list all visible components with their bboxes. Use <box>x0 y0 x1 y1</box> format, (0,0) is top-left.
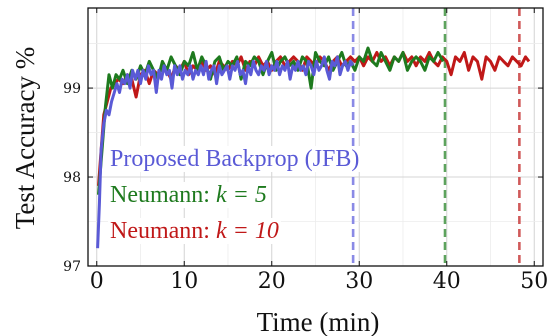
legend-entry: Neumann: k = 5 <box>110 182 267 208</box>
legend-entry: Neumann: k = 10 <box>110 218 279 244</box>
plot-frame <box>87 7 544 267</box>
legend-entry-bg <box>108 146 362 172</box>
series-line <box>96 55 354 249</box>
axis-ticks: 0 10 20 30 40 50 97 98 99 <box>63 8 548 294</box>
x-tick-label: 0 <box>90 269 104 294</box>
y-tick-label: 99 <box>63 81 81 97</box>
x-axis-title: Time (min) <box>257 307 380 336</box>
series-lines <box>96 46 531 249</box>
y-axis-title: Test Accuracy % <box>10 47 40 230</box>
x-tick-label: 40 <box>433 269 461 294</box>
x-tick-label: 10 <box>170 269 198 294</box>
y-tick-label: 97 <box>63 259 81 275</box>
legend-entry-bg <box>108 218 281 244</box>
legend-entry-bg <box>108 182 269 208</box>
convergence-markers <box>351 8 521 266</box>
y-tick-label: 98 <box>63 170 81 186</box>
legend-entry: Proposed Backprop (JFB) <box>110 146 359 172</box>
x-tick-label: 30 <box>345 269 373 294</box>
x-tick-label: 50 <box>520 269 548 294</box>
x-tick-label: 20 <box>258 269 286 294</box>
legend: Proposed Backprop (JFB) Neumann: k = 5 Neu… <box>108 146 362 244</box>
